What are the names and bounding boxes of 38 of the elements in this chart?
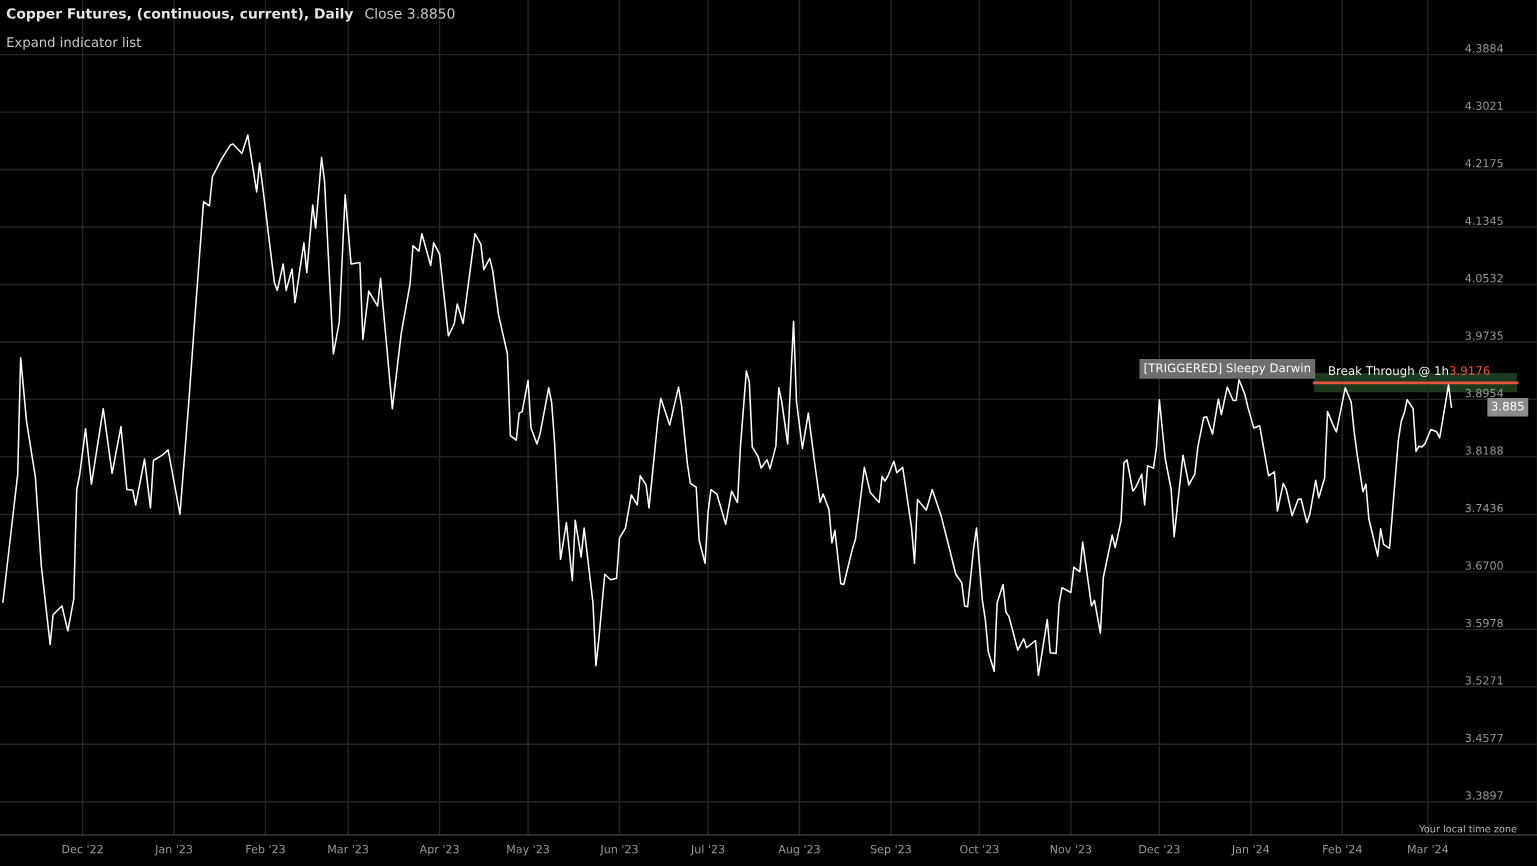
y-tick-label: 4.0532 <box>1465 273 1503 283</box>
x-tick-label: Feb '24 <box>1323 844 1362 854</box>
x-tick-label: Mar '23 <box>328 844 369 854</box>
annotation: 3.9176 <box>1449 366 1490 376</box>
y-tick-label: 3.7436 <box>1465 503 1503 513</box>
y-tick-label: 3.3897 <box>1465 791 1503 800</box>
y-tick-label: 3.5271 <box>1465 676 1503 685</box>
x-tick-label: Apr '23 <box>419 844 459 856</box>
x-tick-label: Jan '24 <box>1231 844 1270 856</box>
x-tick-label: Dec '23 <box>1139 844 1180 854</box>
y-tick-label: 3.8188 <box>1465 446 1503 455</box>
annotation: [TRIGGERED] Sleepy Darwin <box>1144 363 1311 375</box>
y-tick-label: 4.2175 <box>1465 158 1503 168</box>
x-tick-label: Jan '23 <box>154 844 193 856</box>
y-tick-label: 3.6700 <box>1465 561 1503 570</box>
x-tick-label: Aug '23 <box>778 844 820 856</box>
ref-line-label: Break Through @ 1h <box>1329 365 1449 378</box>
y-tick-label: 3.8954 <box>1465 388 1504 398</box>
text: Copper Futures, (continuous, current), Daily <box>6 7 354 22</box>
x-tick-label: Oct '23 <box>960 844 999 854</box>
y-tick-label: 4.3021 <box>1465 101 1503 110</box>
y-tick-label: 3.9735 <box>1465 331 1503 340</box>
annotation: 3.885 <box>1491 401 1524 411</box>
annotation: Expand indicator list <box>7 36 142 50</box>
y-tick-label: 3.5978 <box>1465 618 1503 628</box>
y-tick-label: 4.1345 <box>1465 216 1503 225</box>
x-tick-label: Dec '22 <box>62 844 103 854</box>
x-tick-label: Jun '23 <box>599 844 638 856</box>
x-tick-label: Jul '23 <box>690 844 725 856</box>
chart-subtitle: Close 3.8850 <box>365 8 455 19</box>
x-tick-label: May '23 <box>507 844 550 856</box>
y-tick-label: 4.3884 <box>1465 44 1504 53</box>
x-tick-label: Feb '23 <box>246 844 285 854</box>
annotation: Your local time zone <box>1419 824 1517 833</box>
x-tick-label: Mar '24 <box>1408 844 1449 854</box>
y-tick-label: 3.4577 <box>1465 733 1503 743</box>
x-tick-label: Nov '23 <box>1050 844 1092 854</box>
x-tick-label: Sep '23 <box>870 844 911 856</box>
